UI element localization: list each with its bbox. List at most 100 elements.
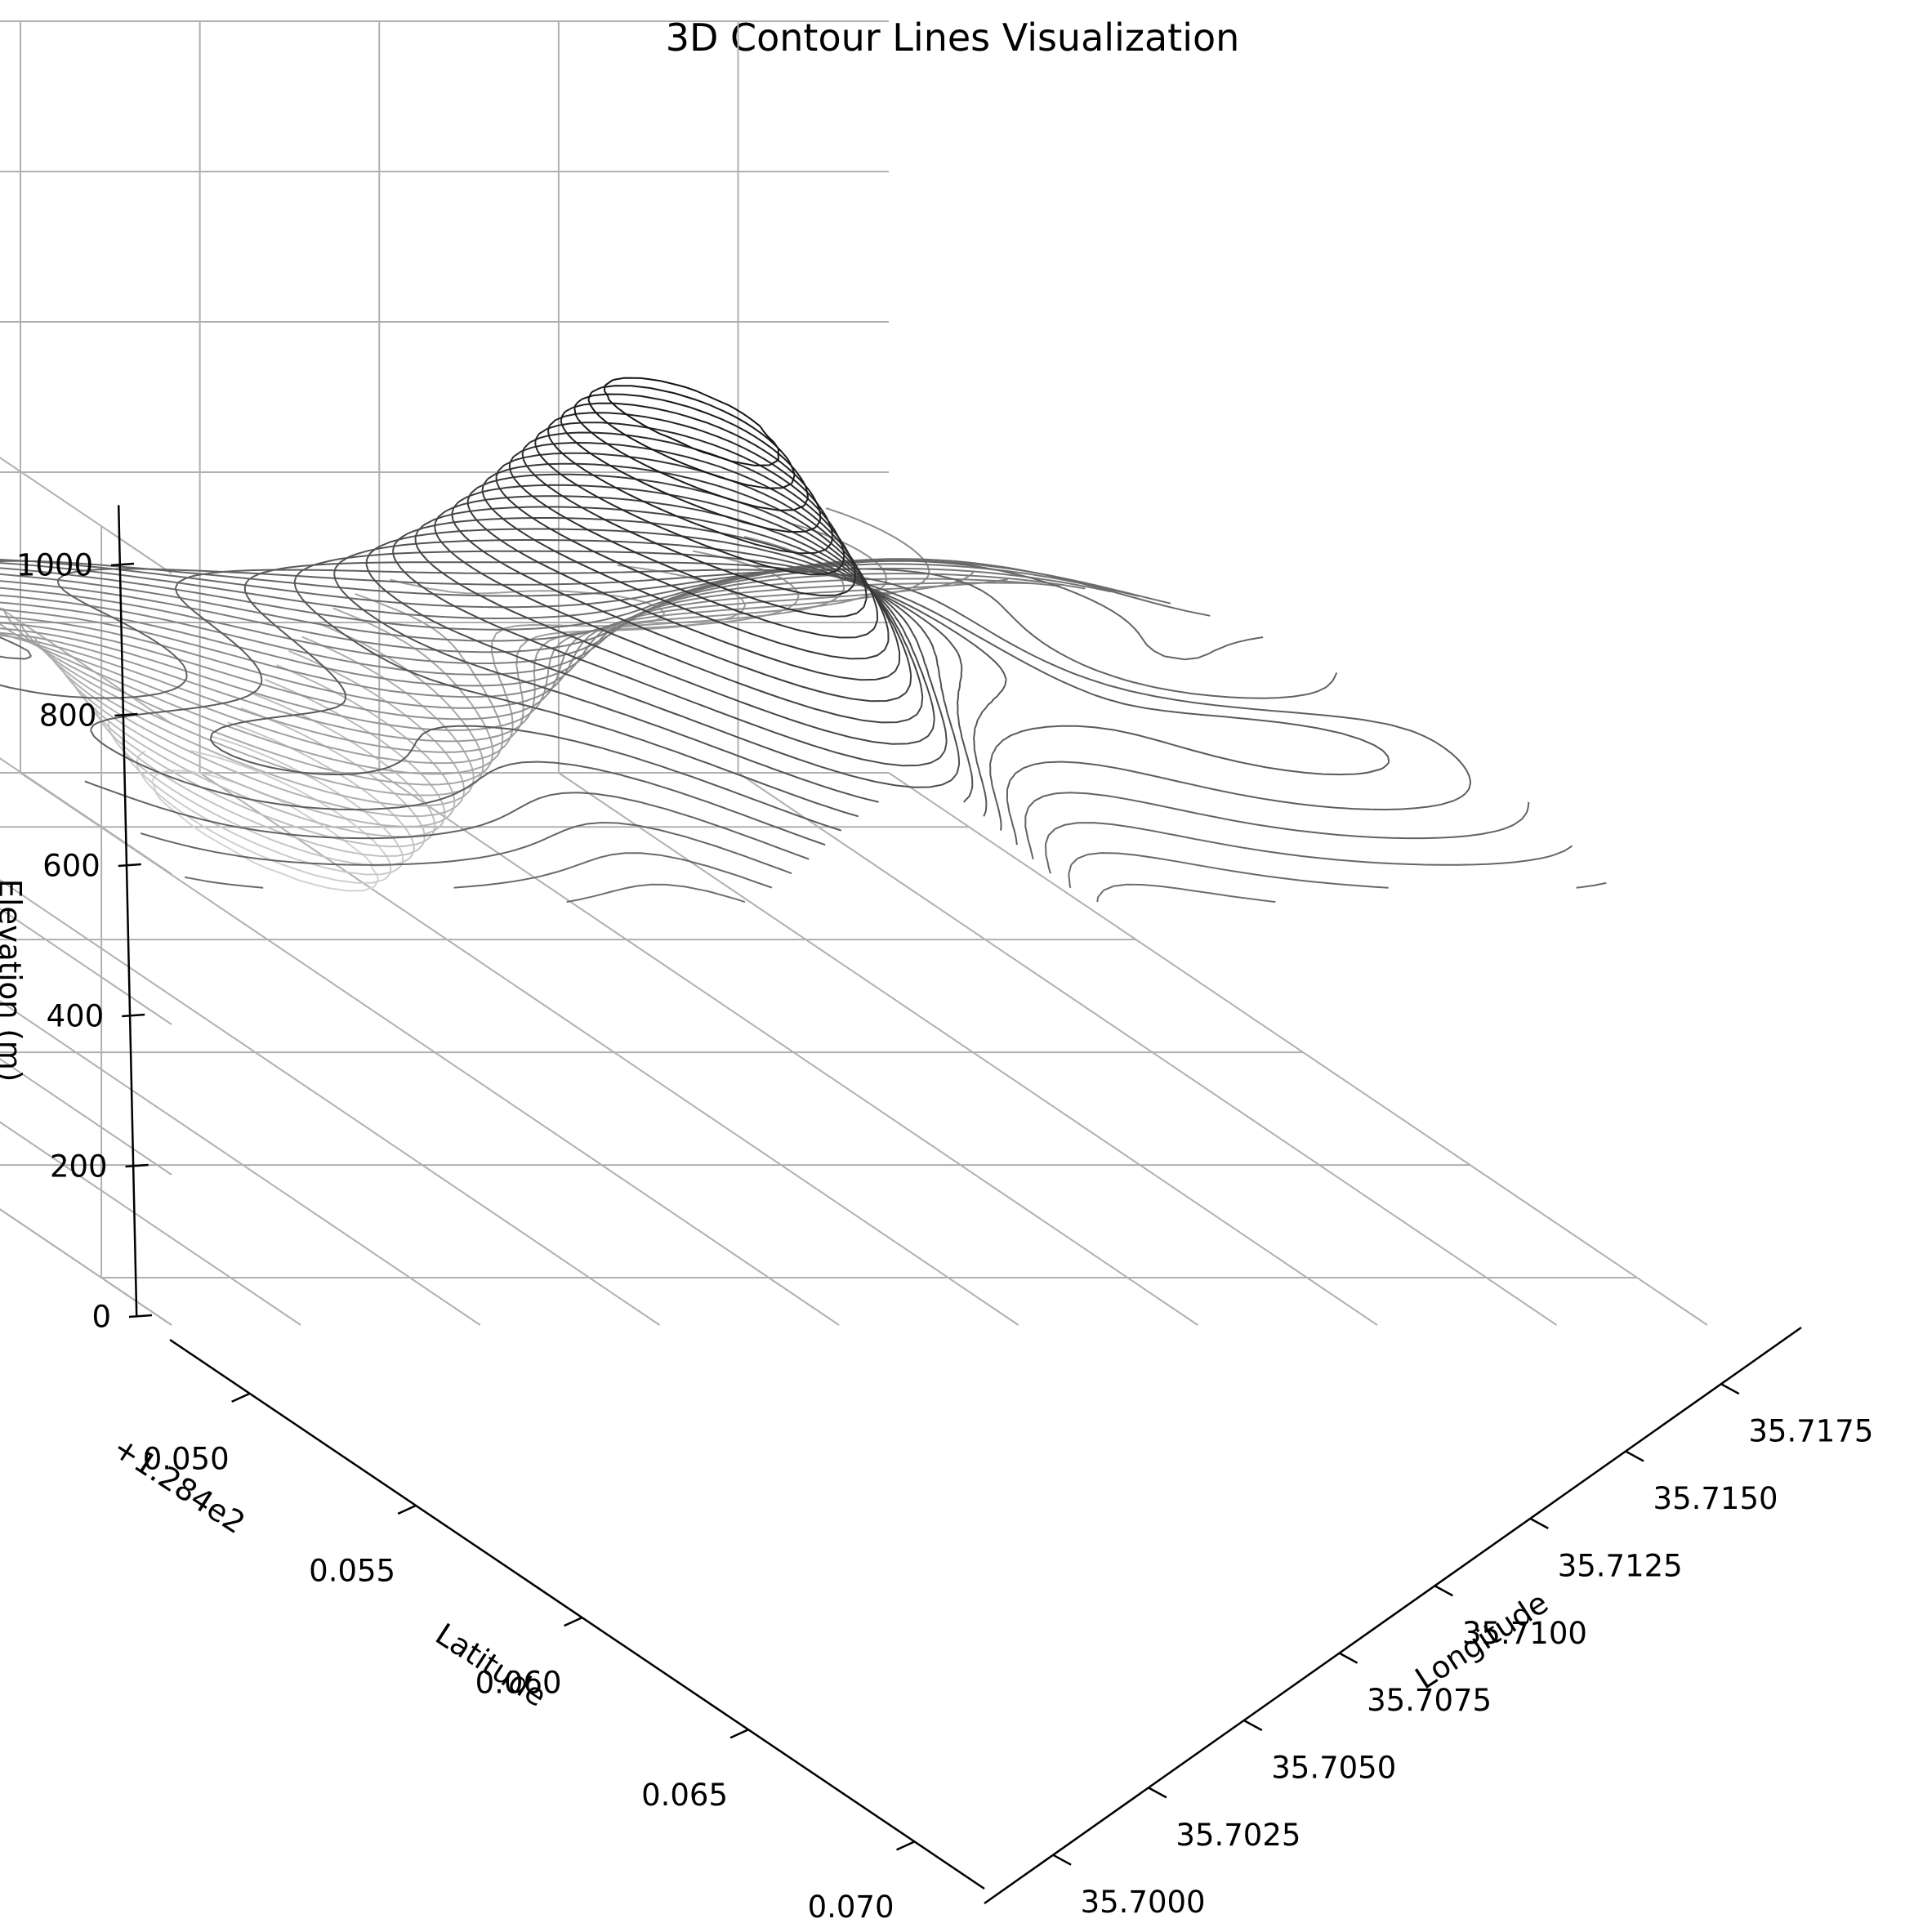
z-tick [128, 1314, 153, 1318]
y-tick-label: 0.055 [309, 1553, 395, 1588]
contour-level [587, 385, 796, 489]
z-gridline-left-wall [0, 757, 172, 875]
x-gridline-floor [737, 772, 1558, 1326]
contour-level [414, 506, 935, 745]
right-floor-edge [888, 772, 1708, 1326]
contour-level [0, 563, 1140, 631]
z-tick [125, 1163, 149, 1168]
z-tick [110, 562, 135, 567]
x-gridline-floor [558, 772, 1378, 1326]
contour-line [0, 568, 1530, 860]
contour-level [604, 377, 780, 466]
contour-level [19, 621, 484, 796]
z-axis-label: Elevation (m) [0, 879, 28, 1082]
contour-level [0, 560, 1276, 904]
contour-level [107, 721, 415, 867]
contour-level [0, 550, 800, 743]
z-tick-label: 0 [91, 1300, 111, 1335]
contour-line [0, 550, 800, 743]
contour-line [0, 578, 1061, 664]
contour-level [434, 495, 924, 724]
z-tick-label: 600 [42, 849, 100, 884]
contour-level [573, 393, 810, 511]
contour-level [333, 539, 974, 803]
contour-line [0, 578, 666, 765]
contour-line [0, 563, 1140, 631]
contour-line [0, 507, 930, 709]
y-tick [397, 1504, 417, 1515]
z-axis-line [117, 505, 138, 1316]
z-gridline-left-wall [0, 1058, 172, 1176]
contour-line [0, 560, 1573, 875]
contour-line [0, 570, 975, 698]
z-gridline-left-wall [0, 457, 172, 574]
x-tick [1529, 1517, 1549, 1529]
contour-line [0, 558, 1607, 889]
contour-level [0, 507, 930, 709]
contour-level [0, 558, 1607, 889]
contour-level [151, 770, 380, 892]
contour-level [392, 517, 948, 767]
x-tick-label: 35.7175 [1748, 1414, 1873, 1449]
contour-level [0, 578, 1061, 664]
x-gridline-floor [378, 772, 1198, 1326]
z-tick-label: 1000 [16, 548, 93, 583]
x-tick [1434, 1585, 1454, 1597]
contour-line [414, 506, 935, 745]
contour-line [209, 561, 1390, 832]
z-gridline-left-wall [0, 908, 172, 1025]
contour-level [0, 560, 1573, 875]
chart-title: 3D Contour Lines Visualization [666, 16, 1240, 60]
y-tick-label: 0.050 [143, 1441, 230, 1476]
y-tick-label: 0.070 [808, 1890, 895, 1925]
y-tick [729, 1729, 749, 1739]
z-tick-label: 200 [50, 1149, 108, 1185]
pane-gridlines [0, 20, 1708, 1326]
contour-line [365, 528, 961, 788]
y-tick [231, 1392, 251, 1403]
contour-line [547, 412, 833, 555]
contour-line [151, 770, 380, 892]
contour-line [434, 495, 924, 724]
contour-surface [0, 377, 1607, 904]
x-tick-label: 35.7000 [1081, 1885, 1206, 1920]
contour-level [0, 568, 1530, 860]
y-tick [896, 1841, 916, 1851]
x-gridline-floor [0, 1121, 301, 1326]
contour-line [604, 377, 780, 466]
contour-line [560, 402, 822, 533]
contour-line [333, 539, 974, 803]
contour-level [547, 412, 833, 555]
y-tick [564, 1616, 583, 1627]
z-tick-label: 400 [47, 999, 105, 1034]
x-tick-label: 35.7050 [1271, 1750, 1396, 1785]
x-tick [1338, 1652, 1358, 1664]
y-tick-label: 0.060 [475, 1666, 562, 1701]
contour-level [365, 528, 961, 788]
x-gridline-floor [0, 879, 660, 1326]
z-tick [114, 712, 138, 717]
x-tick [1625, 1450, 1644, 1462]
contour-line [587, 385, 796, 489]
y-axis-line [169, 1338, 985, 1890]
contour-line [293, 550, 1007, 818]
x-tick [1148, 1787, 1167, 1799]
z-tick [122, 1013, 145, 1018]
contour-level [0, 570, 975, 698]
contour-line [19, 621, 484, 796]
z-tick-label: 800 [39, 698, 97, 734]
x-tick-label: 35.7150 [1653, 1481, 1778, 1516]
x-tick [1720, 1383, 1740, 1395]
axes: 0 200 400 600 800 1000 Elevation (m) 0.050 0.055… [0, 505, 1873, 1925]
contour-line [107, 721, 415, 867]
x-tick [1243, 1719, 1263, 1732]
x-tick-label: 35.7025 [1176, 1818, 1300, 1853]
x-tick-label: 35.7100 [1462, 1616, 1587, 1651]
x-tick-label: 35.7125 [1558, 1548, 1683, 1583]
contour-line [392, 517, 948, 767]
contour-line [0, 560, 1276, 904]
y-tick-label: 0.065 [641, 1778, 728, 1813]
contour-level [209, 561, 1390, 832]
x-tick [1052, 1854, 1072, 1866]
